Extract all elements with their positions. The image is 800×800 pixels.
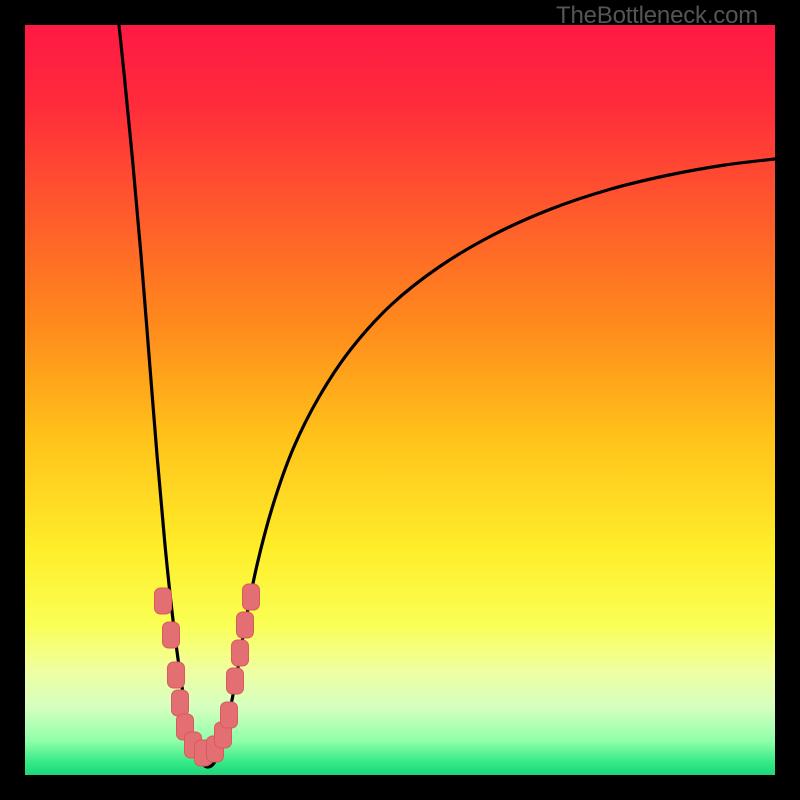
curve-marker xyxy=(243,584,260,610)
chart-svg-layer xyxy=(25,25,775,775)
curve-marker xyxy=(172,690,189,716)
curve-marker xyxy=(227,668,244,694)
bottleneck-curve xyxy=(119,25,775,767)
curve-marker-group xyxy=(155,584,260,766)
chart-plot-area xyxy=(25,25,775,775)
curve-marker xyxy=(232,640,249,666)
curve-marker xyxy=(237,612,254,638)
curve-marker xyxy=(155,588,172,614)
watermark-text: TheBottleneck.com xyxy=(556,2,758,30)
curve-marker xyxy=(221,702,238,728)
curve-marker xyxy=(168,662,185,688)
curve-marker xyxy=(163,622,180,648)
